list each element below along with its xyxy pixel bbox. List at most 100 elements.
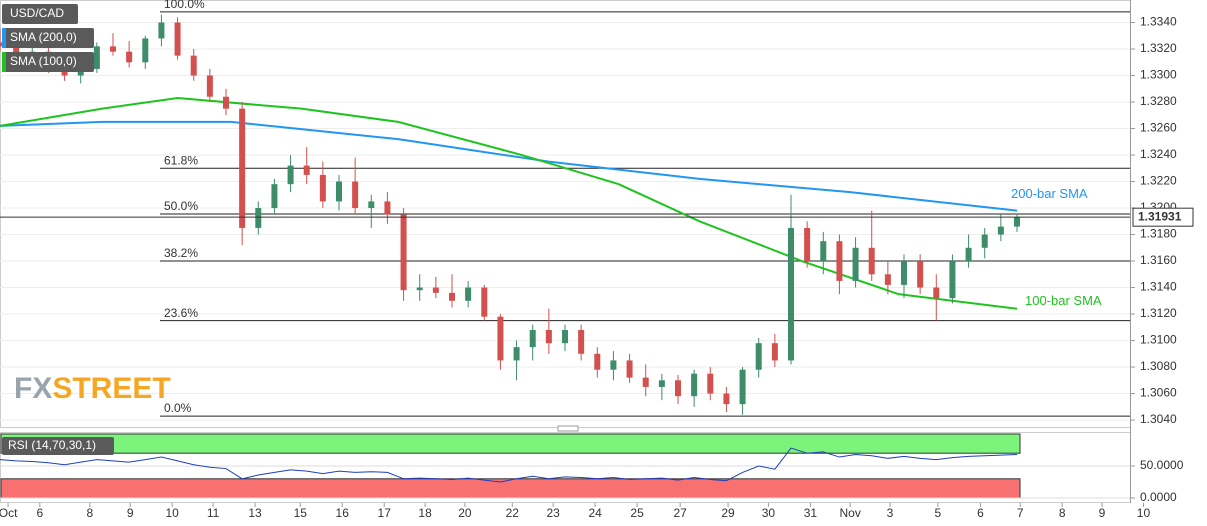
x-tick-label: 29 [721, 506, 735, 520]
candle-body [190, 55, 197, 76]
watermark: FXSTREET [14, 372, 171, 405]
y-tick-label: 1.3100 [1140, 333, 1177, 347]
candle-body [836, 241, 843, 281]
x-tick-label: 30 [762, 506, 776, 520]
y-tick-label: 1.3180 [1140, 227, 1177, 241]
last-price-box [1132, 207, 1194, 227]
y-tick-label: 1.3160 [1140, 253, 1177, 267]
candle-body [981, 234, 988, 248]
candle-body [675, 380, 681, 397]
x-tick-label: 20 [458, 506, 472, 520]
legend-box [2, 437, 114, 455]
x-tick-label: 23 [546, 506, 560, 520]
candle-body [271, 184, 278, 209]
candle-body [432, 287, 439, 293]
candle-body [852, 247, 859, 281]
sma-annotation: 200-bar SMA [1011, 186, 1088, 201]
candle-body [594, 353, 601, 370]
y-tick-label: 1.3280 [1140, 94, 1177, 108]
last-price-label: 1.31931 [1138, 209, 1182, 223]
legend-swatch [2, 28, 6, 48]
legend-label: SMA (200,0) [10, 30, 77, 44]
x-tick-label: 18 [418, 506, 432, 520]
x-tick-label: 9 [1099, 506, 1106, 520]
candle-body [384, 201, 391, 215]
candle-body [691, 373, 698, 397]
candle-body [174, 22, 181, 56]
x-tick-label: 10 [1137, 506, 1151, 520]
watermark-part: STREET [52, 372, 170, 405]
candle-body [223, 96, 229, 109]
candle-body [771, 343, 778, 361]
candle-body [626, 360, 633, 378]
y-tick-label: 50.0000 [1140, 458, 1184, 472]
candle-body [13, 46, 20, 56]
candle-body [110, 46, 116, 52]
sma-line [0, 97, 1018, 310]
candle-body [449, 292, 455, 301]
candle-body [368, 201, 375, 209]
candle-body [788, 227, 794, 361]
candle-body [610, 360, 617, 370]
x-tick-label: 8 [1059, 506, 1066, 520]
legend-label: SMA (100,0) [10, 54, 77, 68]
watermark-part: FX [14, 372, 52, 405]
y-tick-label: 1.3080 [1140, 359, 1177, 373]
fib-label: 100.0% [164, 0, 205, 11]
candle-body [642, 377, 649, 387]
candle-body [0, 42, 3, 47]
candle-body [400, 214, 407, 291]
x-tick-label: 3 [887, 506, 894, 520]
candle-body [465, 287, 472, 301]
legend-label: RSI (14,70,30,1) [8, 438, 96, 452]
y-tick-label: 1.3240 [1140, 147, 1177, 161]
candle-body [933, 287, 940, 299]
candle-body [158, 22, 165, 39]
x-tick-label: 15 [294, 506, 308, 520]
candle-body [949, 261, 956, 299]
candle-body [884, 274, 891, 285]
candle-body [965, 247, 972, 262]
candle-body [287, 165, 294, 185]
legend-box [2, 4, 78, 24]
y-tick-label: 1.3300 [1140, 68, 1177, 82]
fib-label: 23.6% [164, 306, 198, 320]
x-tick-label: 10 [166, 506, 180, 520]
fib-label: 50.0% [164, 199, 198, 213]
x-tick-label: 16 [336, 506, 350, 520]
x-tick-label: 27 [673, 506, 687, 520]
y-tick-label: 0.0000 [1140, 490, 1177, 504]
legend-swatch [2, 52, 6, 72]
x-tick-label: 13 [248, 506, 262, 520]
candle-body [755, 343, 762, 370]
candle-body [319, 174, 326, 202]
x-tick-label: 6 [977, 506, 984, 520]
candle-body [658, 380, 665, 387]
candle-body [206, 75, 213, 97]
y-tick-label: 1.3120 [1140, 306, 1177, 320]
y-tick-label: 1.3340 [1140, 15, 1177, 29]
y-tick-label: 1.3040 [1140, 412, 1177, 426]
candle-body [336, 181, 342, 202]
legend-box [2, 52, 94, 72]
x-tick-label: Oct [0, 506, 18, 520]
candle-body [901, 261, 907, 285]
candle-body [416, 287, 423, 291]
y-tick-label: 1.3260 [1140, 121, 1177, 135]
y-tick-label: 1.3140 [1140, 280, 1177, 294]
x-tick-label: 11 [207, 506, 220, 520]
candle-body [513, 347, 520, 361]
x-tick-label: 24 [588, 506, 602, 520]
candle-body [997, 226, 1004, 235]
candle-body [529, 329, 536, 348]
candle-body [255, 208, 262, 228]
candle-body [497, 316, 504, 361]
candle-body [868, 247, 875, 275]
candle-body [126, 51, 133, 63]
sma-line [0, 120, 1018, 212]
x-tick-label: 22 [506, 506, 520, 520]
candle-body [578, 329, 585, 354]
candle-body [562, 329, 568, 344]
